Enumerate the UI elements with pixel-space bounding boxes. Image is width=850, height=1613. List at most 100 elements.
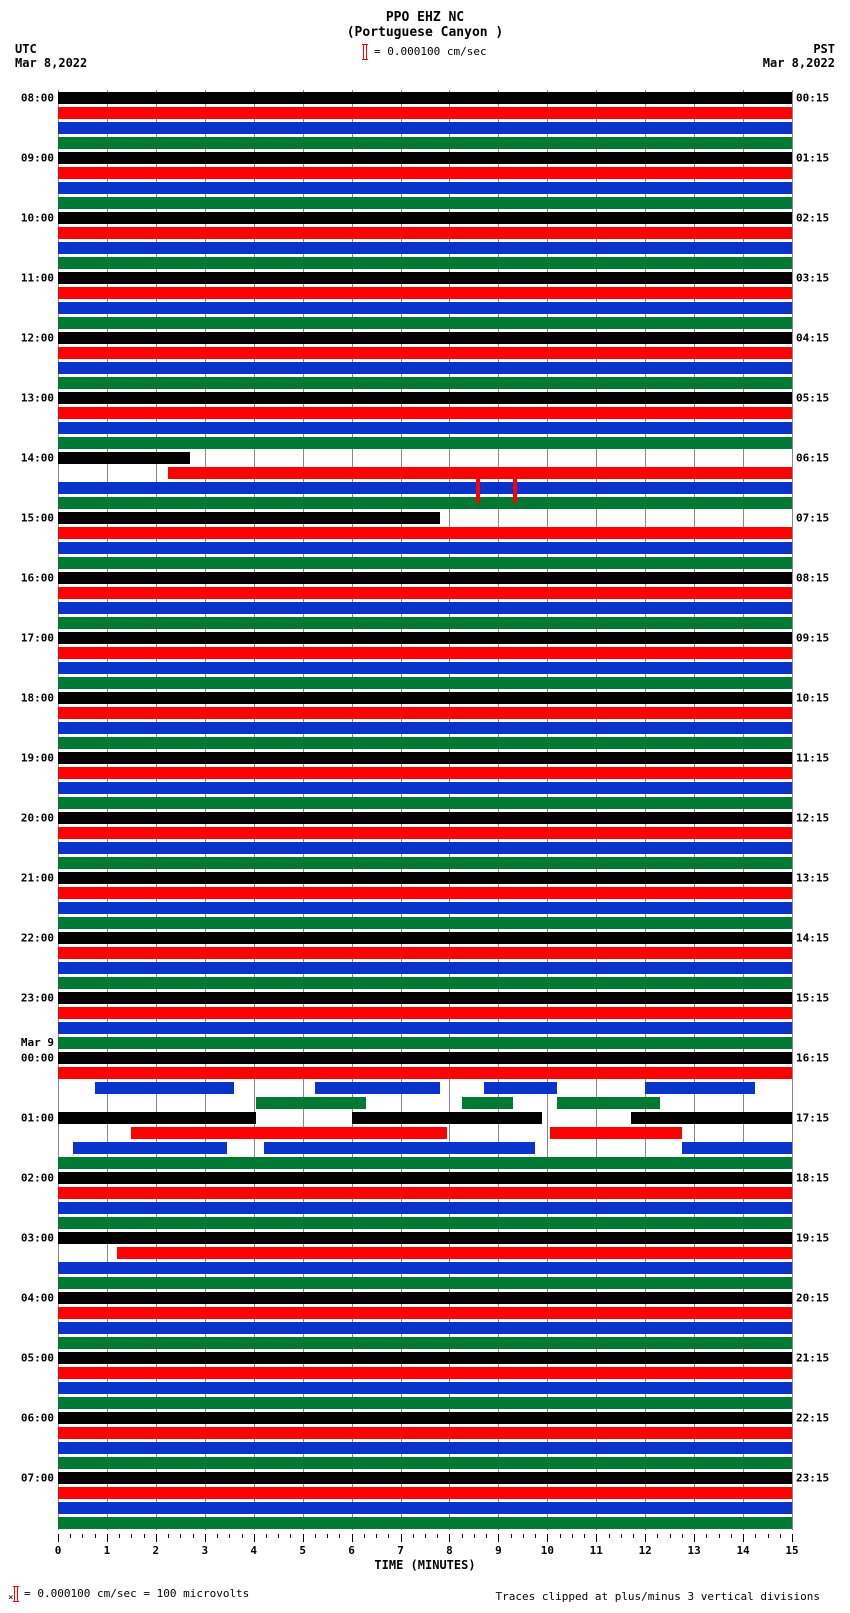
seismic-trace [58,1457,792,1469]
seismic-trace-partial [557,1097,660,1109]
utc-time-label: 16:00 [21,571,54,584]
scale-bar-icon-footer [14,1586,18,1602]
pst-time-label: 05:15 [796,391,829,404]
seismic-trace [58,302,792,314]
x-tick-label: 12 [639,1544,652,1557]
pst-time-label: 18:15 [796,1171,829,1184]
x-tick-label: 2 [153,1544,160,1557]
x-tick-minor [242,1534,243,1538]
pst-time-label: 07:15 [796,511,829,524]
x-tick [303,1534,304,1542]
pst-time-label: 21:15 [796,1351,829,1364]
seismic-trace [58,737,792,749]
seismic-trace-partial [256,1097,366,1109]
x-tick-label: 15 [785,1544,798,1557]
seismic-event-spike [476,473,480,503]
x-tick-minor [682,1534,683,1538]
utc-time-label: 05:00 [21,1351,54,1364]
seismic-trace [58,917,792,929]
seismic-trace [58,257,792,269]
seismic-trace [58,1277,792,1289]
x-tick-minor [388,1534,389,1538]
utc-time-label: 20:00 [21,811,54,824]
x-tick-minor [315,1534,316,1538]
x-tick-minor [755,1534,756,1538]
seismic-trace [58,647,792,659]
x-tick-minor [70,1534,71,1538]
seismic-trace [58,482,792,494]
x-tick-label: 3 [201,1544,208,1557]
pst-time-label: 11:15 [796,751,829,764]
x-tick-minor [621,1534,622,1538]
grid-line [792,90,793,1530]
x-tick-label: 14 [736,1544,749,1557]
footer-note: Traces clipped at plus/minus 3 vertical … [495,1590,820,1603]
x-tick-minor [584,1534,585,1538]
utc-time-label: 19:00 [21,751,54,764]
x-tick [792,1534,793,1542]
seismic-trace [58,752,792,764]
seismic-trace [58,347,792,359]
utc-time-label: 08:00 [21,91,54,104]
seismic-trace-partial [264,1142,536,1154]
seismic-trace [58,1472,792,1484]
seismic-trace [58,1322,792,1334]
seismic-trace-partial [58,512,440,524]
x-tick-label: 13 [688,1544,701,1557]
pst-time-label: 10:15 [796,691,829,704]
utc-time-label: 06:00 [21,1411,54,1424]
x-tick-minor [131,1534,132,1538]
seismic-trace [58,1067,792,1079]
x-tick-minor [278,1534,279,1538]
seismic-trace [58,1202,792,1214]
x-tick-minor [523,1534,524,1538]
seismic-trace [58,212,792,224]
seismic-trace-partial [58,1172,792,1184]
seismic-trace [58,857,792,869]
pst-time-label: 15:15 [796,991,829,1004]
pst-time-label: 03:15 [796,271,829,284]
seismic-trace-partial [58,1112,256,1124]
seismic-trace-partial [117,1247,792,1259]
seismic-trace [58,182,792,194]
utc-time-label: 23:00 [21,991,54,1004]
x-tick-minor [413,1534,414,1538]
seismic-trace [58,1022,792,1034]
x-tick [156,1534,157,1542]
pst-time-label: 20:15 [796,1291,829,1304]
x-tick-minor [706,1534,707,1538]
seismic-trace [58,167,792,179]
utc-time-label: 02:00 [21,1171,54,1184]
seismic-trace-partial [352,1112,543,1124]
seismic-trace-partial [631,1112,792,1124]
seismic-trace [58,542,792,554]
x-tick-minor [376,1534,377,1538]
x-tick-minor [266,1534,267,1538]
date-left: Mar 8,2022 [15,56,87,70]
seismic-trace [58,782,792,794]
seismic-trace [58,152,792,164]
utc-time-label: 14:00 [21,451,54,464]
x-tick-minor [82,1534,83,1538]
plot-area: 08:0009:0010:0011:0012:0013:0014:0015:00… [58,90,792,1530]
seismic-trace-partial [58,1157,792,1169]
x-tick-minor [217,1534,218,1538]
seismic-trace [58,122,792,134]
seismic-trace [58,842,792,854]
seismic-trace [58,797,792,809]
x-tick [205,1534,206,1542]
x-tick-minor [780,1534,781,1538]
x-tick-minor [364,1534,365,1538]
x-tick-minor [290,1534,291,1538]
seismic-trace [58,392,792,404]
x-tick-label: 10 [541,1544,554,1557]
x-tick-minor [670,1534,671,1538]
seismic-trace [58,1442,792,1454]
utc-time-label: 13:00 [21,391,54,404]
seismic-trace [58,362,792,374]
midnight-date-label: Mar 9 [21,1035,54,1048]
utc-time-label: 03:00 [21,1231,54,1244]
x-tick [449,1534,450,1542]
pst-time-label: 14:15 [796,931,829,944]
seismic-trace [58,932,792,944]
